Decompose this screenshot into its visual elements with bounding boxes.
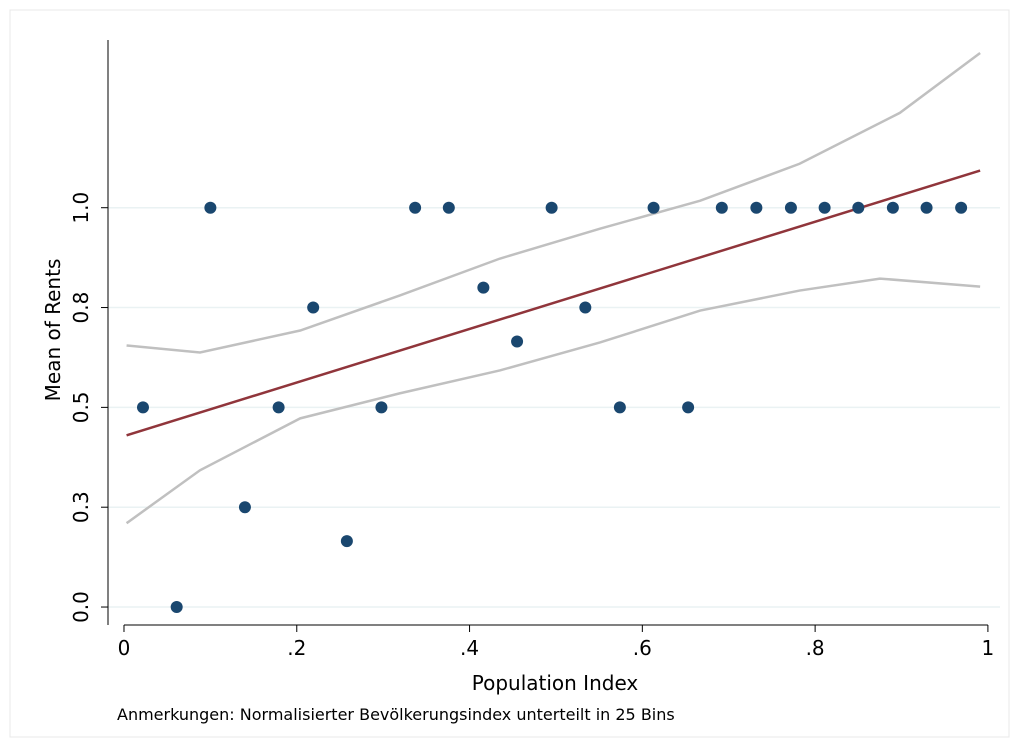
point [340, 535, 353, 548]
y-tick-label: 0.3 [69, 491, 93, 523]
point [272, 401, 285, 414]
y-tick-label: 1.0 [69, 192, 93, 224]
point [886, 201, 899, 214]
x-tick-label: .8 [806, 636, 825, 660]
frame [9, 9, 1010, 738]
point [920, 201, 933, 214]
point [170, 601, 183, 614]
point [852, 201, 865, 214]
point [375, 401, 388, 414]
point [442, 201, 455, 214]
point [715, 201, 728, 214]
point [545, 201, 558, 214]
point [204, 201, 217, 214]
y-axis-title: Mean of Rents [41, 259, 65, 402]
y-tick-label: 0.0 [69, 591, 93, 623]
point [647, 201, 660, 214]
point [477, 281, 490, 294]
x-tick-label: 0 [118, 636, 131, 660]
point [409, 201, 422, 214]
x-tick-label: .2 [287, 636, 306, 660]
x-tick-label: .6 [633, 636, 652, 660]
x-tick-label: 1 [982, 636, 995, 660]
fit-line [125, 277, 981, 525]
y-tick-label: 0.5 [69, 391, 93, 423]
point [750, 201, 763, 214]
point [238, 501, 251, 514]
note: Anmerkungen: Normalisierter Bevölkerungs… [117, 705, 675, 724]
fit-line [126, 51, 981, 354]
y-tick-label: 0.8 [69, 292, 93, 324]
point [818, 201, 831, 214]
point [682, 401, 695, 414]
point [955, 201, 968, 214]
point [136, 401, 149, 414]
fit-line [126, 169, 981, 437]
point [579, 301, 592, 314]
point [613, 401, 626, 414]
point [307, 301, 320, 314]
x-axis-title: Population Index [472, 671, 639, 695]
point [511, 335, 524, 348]
x-tick-label: .4 [460, 636, 479, 660]
point [784, 201, 797, 214]
